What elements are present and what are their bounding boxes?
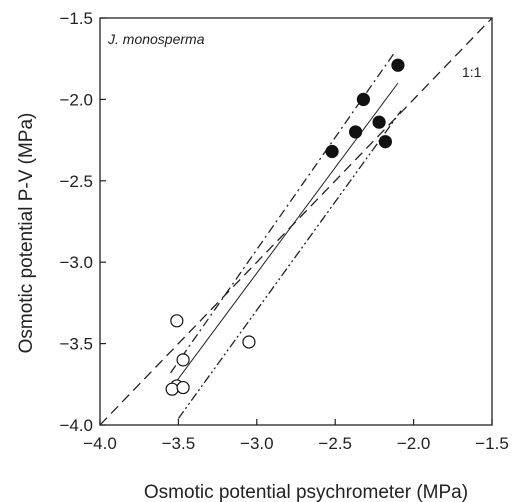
x-axis-title: Osmotic potential psychrometer (MPa) — [144, 482, 468, 502]
filled-data-point — [348, 125, 363, 139]
y-tick-label: −3.5 — [59, 335, 93, 354]
lower-confidence-line — [177, 110, 402, 419]
filled-data-point — [325, 144, 339, 159]
one-to-one-label: 1:1 — [462, 64, 482, 80]
x-tick-label: −3.5 — [162, 434, 196, 453]
one-to-one-line — [100, 18, 492, 425]
plot-frame — [99, 17, 493, 426]
open-data-point — [165, 382, 179, 396]
points-layer — [165, 58, 405, 396]
y-axis-title: Osmotic potential P-V (MPa) — [16, 113, 37, 354]
y-tick-label: −2.5 — [59, 172, 93, 191]
regression-line — [170, 82, 399, 390]
line-layer — [100, 18, 492, 425]
filled-data-point — [391, 58, 405, 72]
x-tick-label: −2.5 — [318, 434, 352, 453]
open-data-point — [176, 380, 190, 395]
y-tick-label: −3.0 — [59, 253, 93, 272]
x-tick-label: −3.0 — [240, 434, 274, 453]
x-tick-label: −1.5 — [475, 434, 509, 453]
filled-data-point — [372, 115, 386, 129]
x-tick-label: −4.0 — [83, 434, 117, 453]
species-annotation: J. monosperma — [107, 31, 205, 47]
open-data-point — [170, 314, 184, 328]
filled-data-point — [378, 135, 392, 149]
upper-confidence-line — [170, 51, 396, 374]
y-tick-label: −1.5 — [59, 9, 93, 28]
y-tick-label: −4.0 — [59, 416, 93, 435]
x-tick-label: −2.0 — [397, 434, 431, 453]
filled-data-point — [356, 92, 371, 107]
ticks-layer: −4.0 −3.5 −3.0 −2.5 −2.0 −1.5 −4.0 −3.5 −3.0 −2.5… — [59, 9, 508, 453]
open-data-point — [242, 335, 256, 349]
open-data-point — [176, 353, 190, 367]
y-tick-label: −2.0 — [59, 90, 93, 109]
